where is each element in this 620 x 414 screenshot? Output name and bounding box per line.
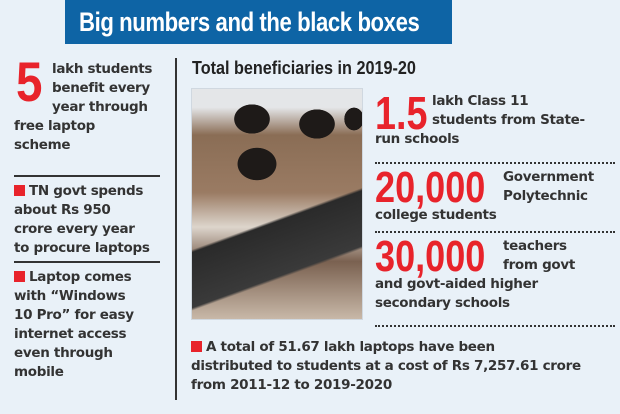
stat-class11: 1.5 lakh Class 11 students from State- r… <box>375 87 585 147</box>
stat-number: 20,000 <box>375 163 486 212</box>
infographic-title-banner: Big numbers and the black boxes <box>65 0 452 44</box>
divider <box>14 261 160 263</box>
highlight-text-below: free laptop scheme <box>14 118 96 153</box>
divider <box>14 175 160 177</box>
footnote-total: A total of 51.67 lakh laptops have been … <box>191 339 581 393</box>
stat-teachers: 30,000 teachers from govt and govt-aided… <box>375 232 576 312</box>
bullet-windows: Laptop comes with “Windows 10 Pro” for e… <box>14 269 134 380</box>
highlight-text-beside: lakh students benefit every year through <box>52 61 153 115</box>
bullet-spending: TN govt spends about Rs 950 crore every … <box>14 183 150 256</box>
red-square-bullet-icon <box>191 341 202 352</box>
stat-number: 1.5 <box>375 87 428 139</box>
highlight-five-lakh: 5 lakh students benefit every year throu… <box>14 54 162 172</box>
left-column: 5 lakh students benefit every year throu… <box>14 54 162 382</box>
highlight-number: 5 <box>16 50 43 113</box>
red-square-bullet-icon <box>14 185 25 196</box>
dotted-divider <box>375 162 615 164</box>
dotted-divider <box>375 325 615 327</box>
students-laptop-photo <box>191 88 363 320</box>
stat-polytechnic: 20,000 Government Polytechnic college st… <box>375 163 594 224</box>
column-divider <box>175 58 177 400</box>
red-square-bullet-icon <box>14 271 25 282</box>
infographic-title: Big numbers and the black boxes <box>79 6 420 37</box>
dotted-divider <box>375 231 615 233</box>
section-subtitle: Total beneficiaries in 2019-20 <box>192 58 416 78</box>
stat-number: 30,000 <box>375 232 486 281</box>
